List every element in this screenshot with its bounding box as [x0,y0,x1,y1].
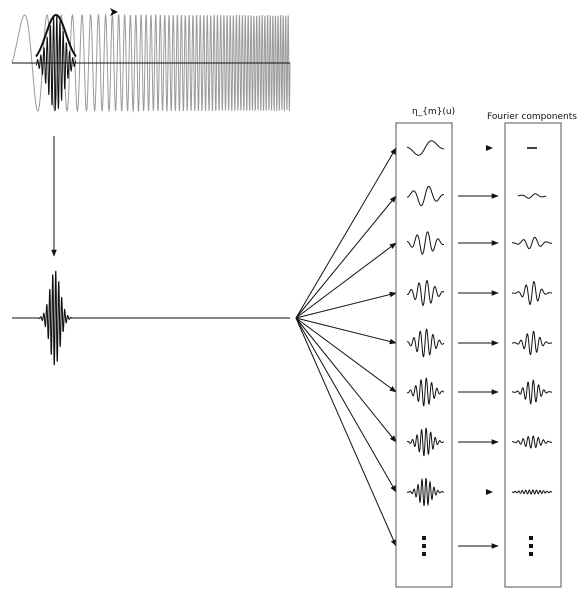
fourier-component-2 [518,194,546,198]
ellipsis-icon [529,552,533,556]
fourier-panel [505,123,561,587]
fan-arrow-7 [296,318,396,442]
distribution-arrows [296,148,396,546]
source-signal [12,8,290,111]
fan-arrow-2 [296,196,396,318]
fourier-component-3 [512,237,552,248]
basis-wave-7 [407,428,444,455]
fan-arrow-4 [296,293,396,318]
basis-wave-2 [407,186,444,205]
windowed-packet [12,271,290,365]
arrow-icon [486,489,493,495]
fourier-component-7 [512,436,552,448]
fourier-component-5 [512,331,552,354]
basis-functions [407,141,444,556]
ellipsis-icon [529,544,533,548]
fan-arrow-1 [296,148,396,318]
transform-arrows [458,145,498,546]
basis-wave-3 [407,232,444,254]
basis-column-label: η_{m}(u) [412,107,455,117]
ellipsis-icon [422,544,426,548]
fourier-component-6 [512,380,552,403]
windowed-segment [36,15,76,111]
basis-wave-6 [407,378,444,405]
basis-wave-1 [407,141,444,155]
fan-arrow-5 [296,318,396,343]
basis-wave-8 [407,478,444,506]
packet-waveform [12,271,290,365]
fourier-component-4 [512,282,552,305]
fan-arrow-6 [296,318,396,392]
ellipsis-icon [422,536,426,540]
basis-wave-5 [407,329,444,356]
ellipsis-icon [422,552,426,556]
fourier-component-8 [512,490,552,494]
fan-arrow-3 [296,243,396,318]
arrow-icon [486,145,493,151]
direction-arrow-icon [110,8,118,16]
fourier-components [512,148,552,556]
ellipsis-icon [529,536,533,540]
fan-arrow-9 [296,318,396,546]
basis-wave-4 [407,281,444,306]
fourier-column-label: Fourier components [487,112,577,122]
fan-arrow-8 [296,318,396,492]
